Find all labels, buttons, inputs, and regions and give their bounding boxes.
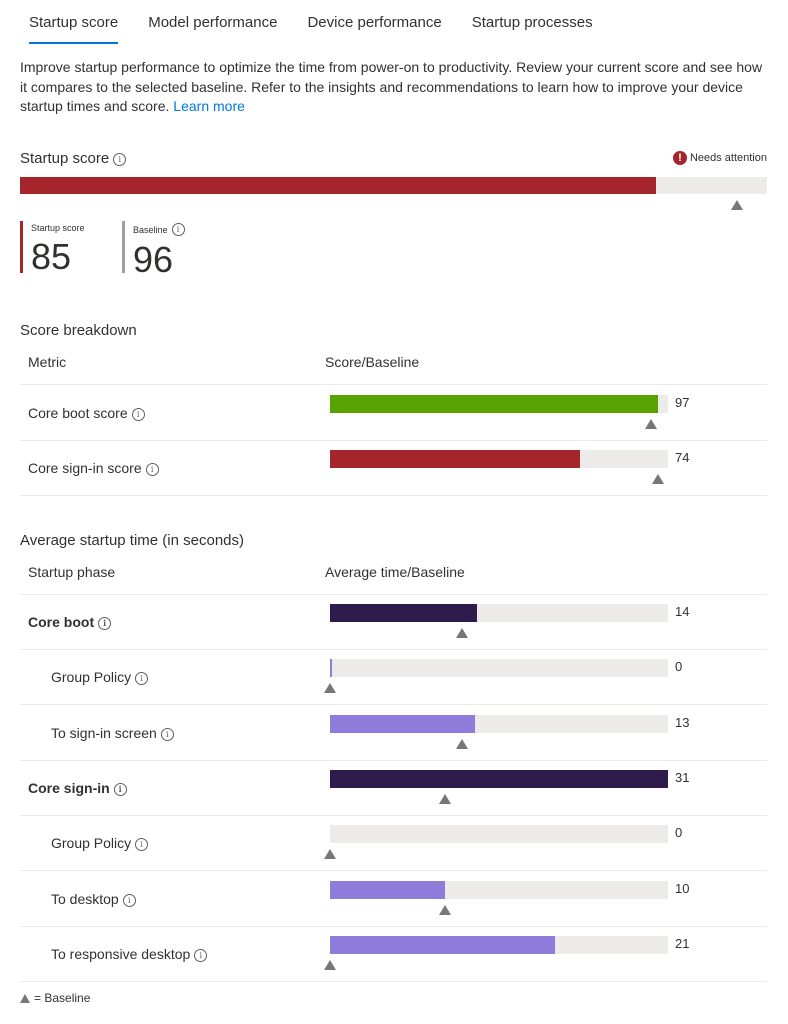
startup-time-bar-track (330, 714, 668, 733)
startup-time-bar-track (330, 825, 668, 844)
status-badge: ! Needs attention (672, 151, 767, 165)
baseline-marker-icon (455, 738, 468, 749)
score-breakdown-header: Metric Score/Baseline (20, 344, 767, 385)
triangle-up-icon (20, 993, 30, 1003)
info-icon[interactable]: i (122, 893, 136, 907)
tab-startup-processes[interactable]: Startup processes (471, 14, 593, 31)
column-header-phase: Startup phase (28, 564, 116, 580)
startup-time-bar-fill (330, 880, 445, 899)
startup-time-header: Startup phase Average time/Baseline (20, 554, 767, 595)
score-breakdown-value: 74 (675, 450, 690, 465)
baseline-kpi: Baseline i 96 (122, 221, 185, 278)
startup-time-row-label: To responsive desktop i (51, 946, 208, 962)
startup-time-value: 0 (675, 659, 683, 675)
tab-device-performance[interactable]: Device performance (307, 14, 442, 31)
startup-score-title-text: Startup score (20, 150, 110, 167)
startup-time-row: Group Policy i 0 (20, 649, 767, 706)
baseline-kpi-label: Baseline i (133, 223, 185, 236)
baseline-marker-icon (438, 904, 451, 915)
startup-time-bar-fill (330, 935, 555, 954)
startup-time-row-label: To sign-in screen i (51, 725, 174, 741)
tab-bar: Startup score Model performance Device p… (20, 0, 623, 44)
baseline-marker-icon (324, 849, 336, 860)
column-header-avg-time: Average time/Baseline (325, 564, 465, 580)
baseline-marker-icon (455, 628, 468, 638)
info-icon[interactable]: i (171, 223, 185, 236)
description-text: Improve startup performance to optimize … (20, 59, 763, 114)
startup-time-row-label: To desktop i (51, 891, 136, 907)
info-icon[interactable]: i (131, 408, 145, 421)
info-icon[interactable]: i (135, 672, 149, 686)
startup-time-bar-track (330, 769, 668, 788)
startup-time-bar-track (330, 604, 668, 622)
startup-score-kpi-value: 85 (31, 236, 72, 277)
startup-time-row: Core boot i 14 (20, 594, 767, 650)
startup-time-row-label: Core sign-in i (28, 780, 127, 796)
startup-time-row: Group Policy i 0 (20, 815, 767, 872)
baseline-marker-icon (731, 200, 744, 210)
score-breakdown-bar-fill (330, 395, 658, 413)
info-icon[interactable]: i (113, 153, 127, 166)
startup-time-row-label: Core boot i (28, 614, 112, 630)
tab-startup-score[interactable]: Startup score (29, 0, 119, 44)
startup-time-bar-fill (330, 769, 668, 788)
info-icon[interactable]: i (194, 948, 208, 962)
info-icon[interactable]: i (98, 617, 112, 630)
score-breakdown-bar-track (330, 395, 668, 413)
startup-time-bar-fill (330, 604, 478, 622)
startup-time-title: Average startup time (in seconds) (20, 532, 244, 549)
startup-time-bar-track (330, 935, 668, 954)
info-icon[interactable]: i (135, 838, 149, 852)
score-breakdown-row: Core boot score i 97 (20, 385, 767, 441)
status-text: Needs attention (689, 152, 767, 164)
startup-time-bar-track (330, 880, 668, 899)
score-breakdown-row: Core sign-in score i 74 (20, 440, 767, 496)
startup-time-value: 21 (675, 935, 690, 951)
startup-score-bar (20, 177, 767, 194)
learn-more-link[interactable]: Learn more (173, 98, 245, 114)
column-header-metric: Metric (28, 354, 67, 370)
startup-score-title: Startup score i (20, 150, 127, 167)
startup-time-row: To responsive desktop i 21 (20, 926, 767, 982)
startup-time-row-label: Group Policy i (51, 835, 149, 852)
startup-time-row: Core sign-in i 31 (20, 760, 767, 816)
startup-time-value: 31 (675, 769, 690, 785)
startup-time-value: 10 (675, 880, 690, 896)
info-icon[interactable]: i (160, 727, 174, 741)
startup-time-bar-fill (330, 659, 332, 678)
info-icon[interactable]: i (145, 463, 159, 476)
baseline-marker-icon (438, 793, 451, 804)
page-description: Improve startup performance to optimize … (20, 58, 770, 117)
baseline-kpi-value: 96 (133, 239, 174, 280)
startup-time-bar-track (330, 659, 668, 678)
startup-time-value: 13 (675, 714, 690, 730)
startup-time-row-label: Group Policy i (51, 669, 149, 686)
column-header-score-baseline: Score/Baseline (325, 354, 420, 370)
startup-score-kpi: Startup score 85 (20, 221, 85, 277)
score-breakdown-bar-track (330, 450, 668, 468)
baseline-legend: = Baseline (20, 991, 90, 1005)
tab-model-performance[interactable]: Model performance (148, 14, 278, 31)
score-breakdown-row-label: Core boot score i (28, 405, 145, 421)
startup-score-bar-fill (20, 177, 656, 194)
legend-text: = Baseline (34, 991, 91, 1005)
startup-time-row: To desktop i 10 (20, 871, 767, 927)
baseline-marker-icon (651, 474, 664, 484)
startup-time-value: 14 (675, 604, 690, 619)
baseline-marker-icon (324, 959, 336, 970)
score-breakdown-row-label: Core sign-in score i (28, 460, 159, 476)
baseline-marker-icon (645, 419, 658, 429)
score-breakdown-value: 97 (675, 395, 690, 410)
startup-time-bar-fill (330, 714, 476, 733)
info-icon[interactable]: i (113, 782, 127, 796)
startup-time-value: 0 (675, 825, 683, 841)
score-breakdown-title: Score breakdown (20, 322, 137, 339)
score-breakdown-bar-fill (330, 450, 581, 468)
startup-time-row: To sign-in screen i 13 (20, 705, 767, 761)
startup-score-kpi-label: Startup score (31, 223, 85, 233)
baseline-marker-icon (324, 683, 336, 694)
warning-icon: ! (672, 151, 687, 165)
